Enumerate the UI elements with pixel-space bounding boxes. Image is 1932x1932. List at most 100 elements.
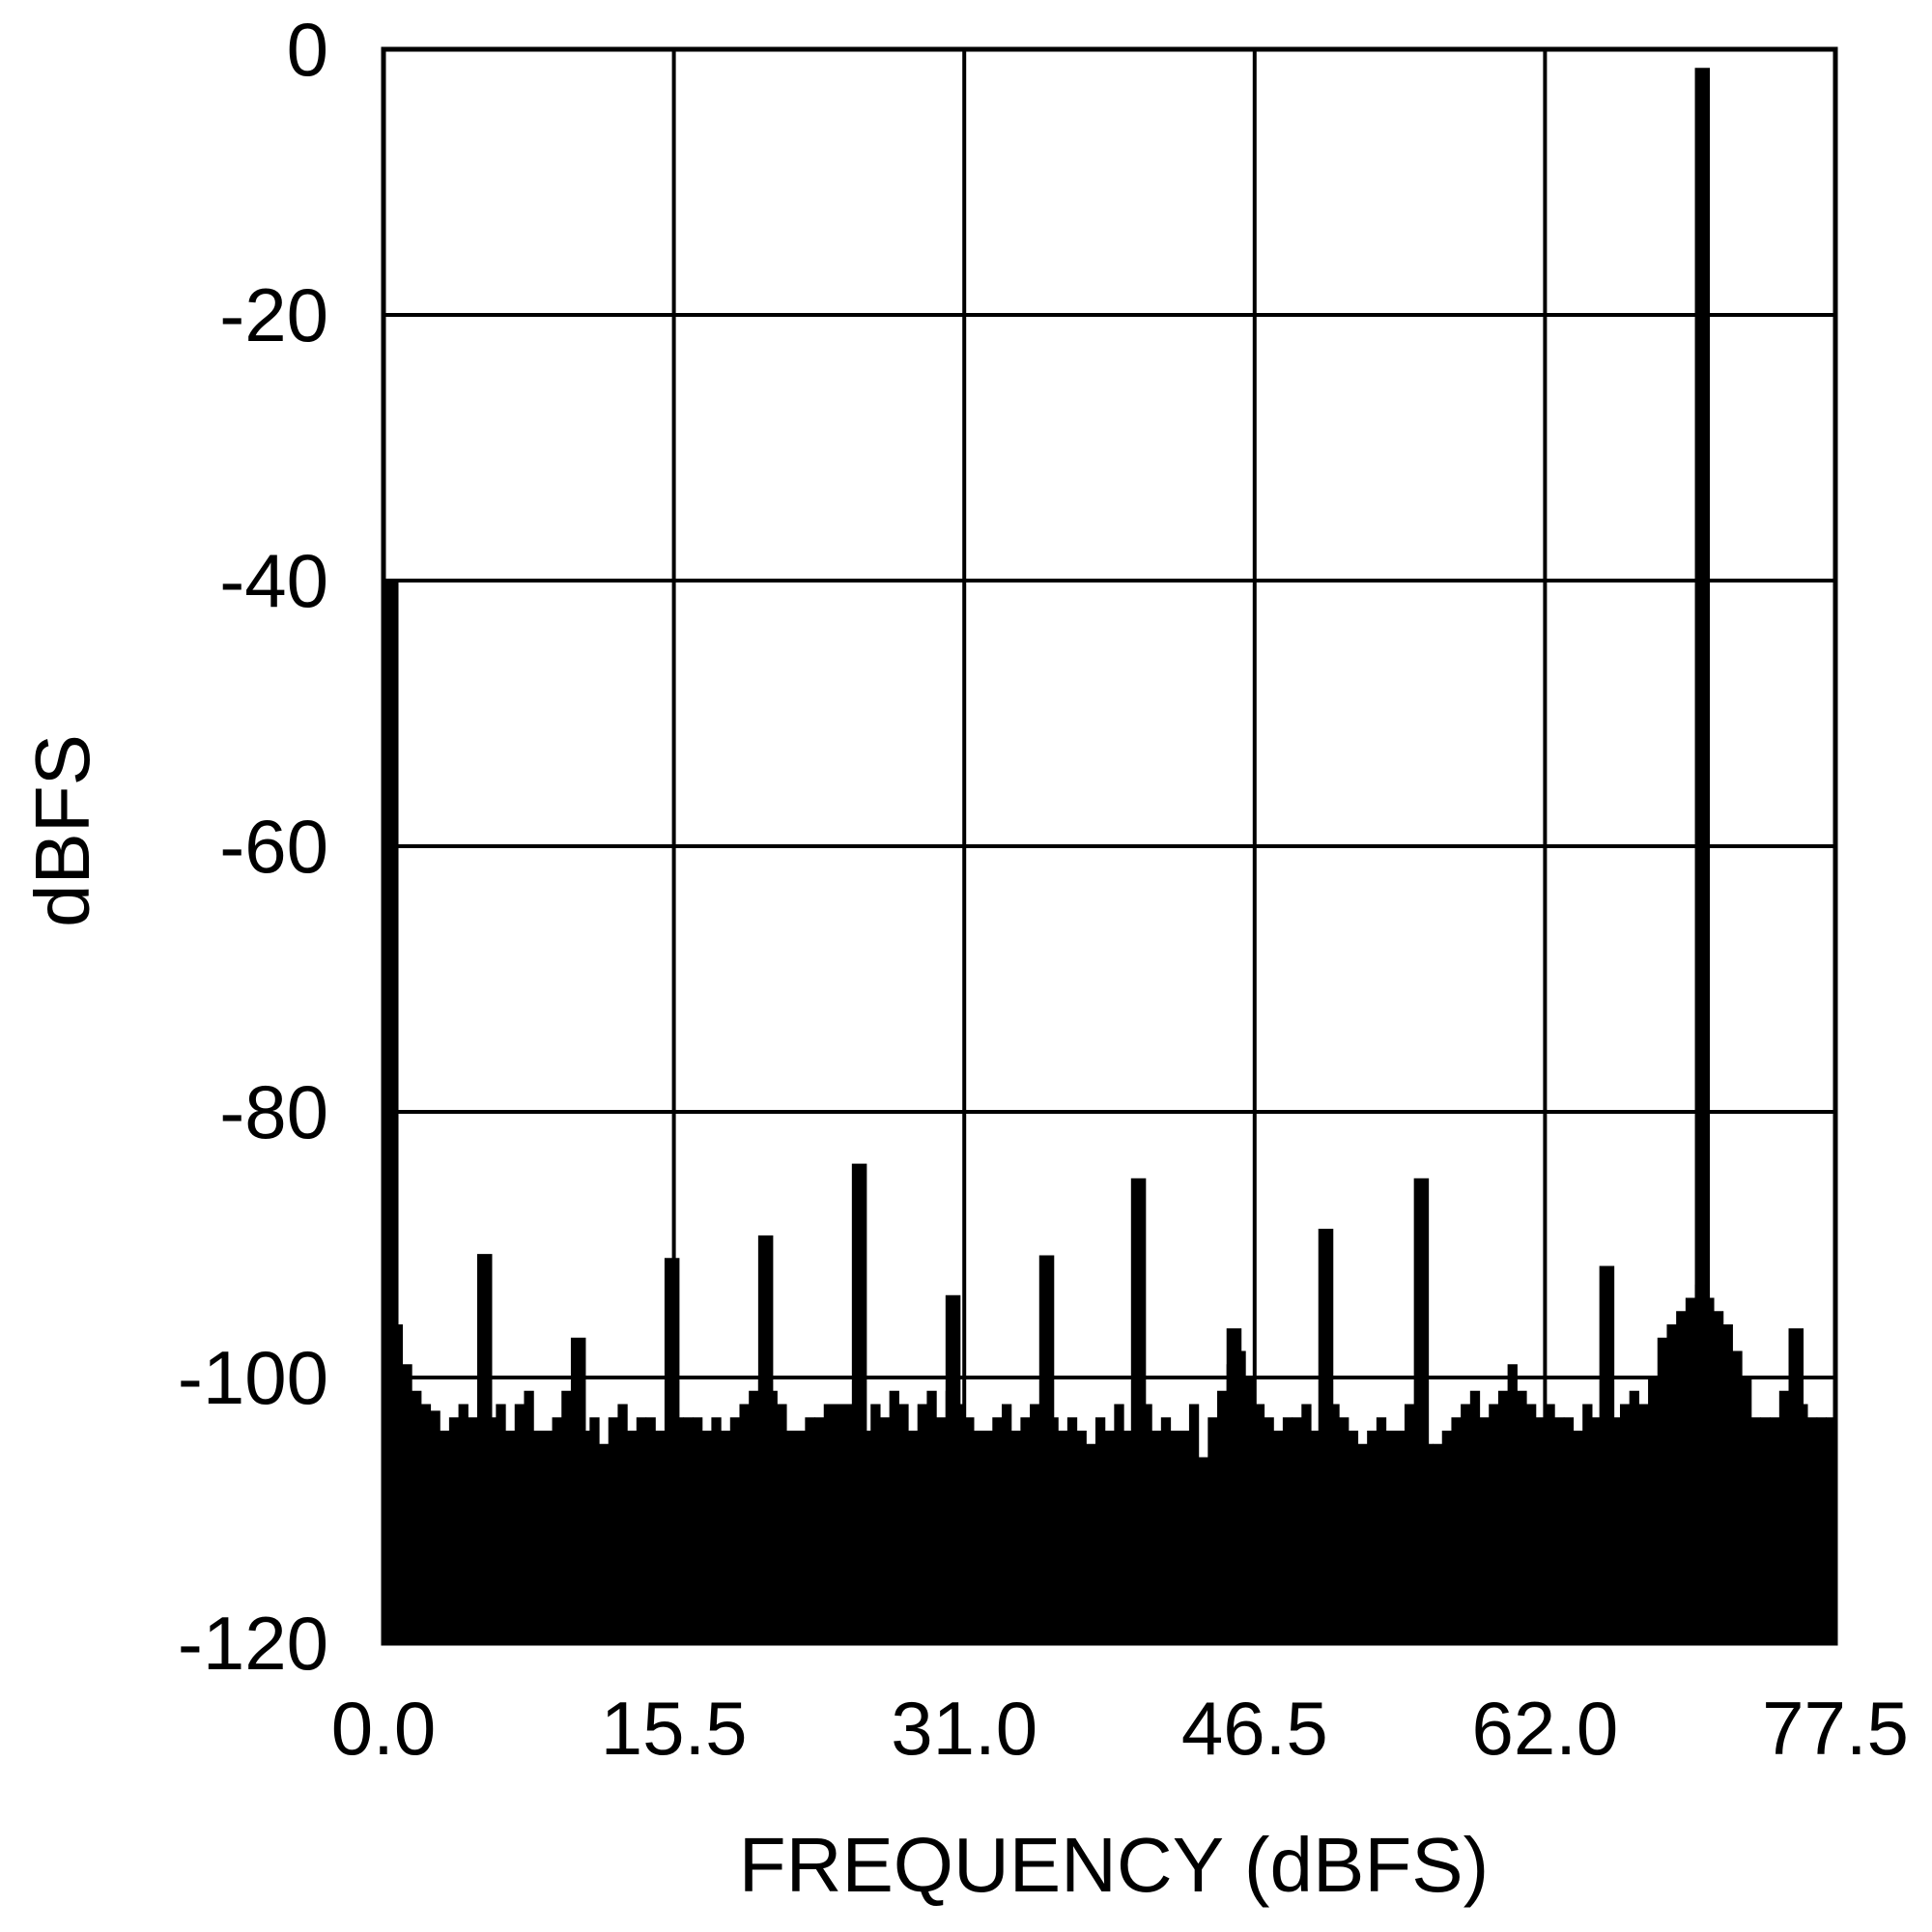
spur-bar bbox=[1413, 1178, 1430, 1643]
noise-floor-bar bbox=[889, 1390, 899, 1643]
noise-floor-bar bbox=[1282, 1417, 1293, 1643]
noise-floor-bar bbox=[552, 1417, 562, 1643]
noise-floor-bar bbox=[711, 1417, 722, 1643]
noise-floor-bar bbox=[1104, 1431, 1115, 1643]
x-axis-title: FREQUENCY (dBFS) bbox=[739, 1822, 1489, 1908]
noise-floor-bar bbox=[1610, 1417, 1621, 1643]
x-tick-label: 31.0 bbox=[891, 1686, 1037, 1771]
noise-floor-bar bbox=[440, 1431, 450, 1643]
noise-floor-bar bbox=[1301, 1404, 1312, 1643]
y-axis-title: dBFS bbox=[19, 734, 105, 927]
noise-floor-bar bbox=[1826, 1417, 1836, 1643]
x-tick-label: 62.0 bbox=[1471, 1686, 1618, 1771]
noise-floor-bar bbox=[1816, 1417, 1827, 1643]
y-tick-label: -60 bbox=[219, 804, 328, 889]
spectrum-marks bbox=[384, 68, 1836, 1643]
noise-floor-bar bbox=[1451, 1417, 1462, 1643]
noise-floor-bar bbox=[1433, 1443, 1443, 1643]
x-tick-label: 46.5 bbox=[1181, 1686, 1328, 1771]
noise-floor-bar bbox=[1329, 1404, 1340, 1643]
noise-floor-bar bbox=[1648, 1378, 1659, 1643]
spur-bar bbox=[476, 1254, 493, 1643]
noise-floor-bar bbox=[1357, 1443, 1368, 1643]
noise-floor-bar bbox=[1573, 1431, 1583, 1643]
noise-floor-bar bbox=[1160, 1417, 1172, 1643]
noise-floor-bar bbox=[1657, 1337, 1668, 1643]
noise-floor-bar bbox=[1629, 1390, 1639, 1643]
noise-floor-bar bbox=[729, 1417, 741, 1643]
noise-floor-bar bbox=[1020, 1417, 1031, 1643]
x-tick-label: 0.0 bbox=[331, 1686, 436, 1771]
noise-floor-bar bbox=[1348, 1431, 1359, 1643]
x-tick-label: 77.5 bbox=[1762, 1686, 1909, 1771]
noise-floor-bar bbox=[1076, 1431, 1087, 1643]
noise-floor-bar bbox=[898, 1404, 909, 1643]
noise-floor-bar bbox=[823, 1404, 835, 1643]
noise-floor-bar bbox=[1582, 1404, 1593, 1643]
noise-floor-bar bbox=[1179, 1431, 1190, 1643]
noise-floor-bar bbox=[1151, 1431, 1162, 1643]
plot-frame bbox=[381, 46, 1838, 1646]
noise-floor-bar bbox=[833, 1404, 843, 1643]
noise-floor-bar bbox=[1685, 1297, 1696, 1643]
noise-floor-bar bbox=[683, 1417, 694, 1643]
noise-floor-bar bbox=[805, 1417, 815, 1643]
noise-floor-bar bbox=[1273, 1431, 1284, 1643]
noise-floor-bar bbox=[1245, 1378, 1256, 1643]
noise-floor-bar bbox=[1760, 1417, 1771, 1643]
noise-floor-bar bbox=[430, 1410, 440, 1643]
noise-floor-bar bbox=[1469, 1390, 1481, 1643]
noise-floor-bar bbox=[1489, 1404, 1499, 1643]
noise-floor-bar bbox=[1094, 1417, 1106, 1643]
noise-floor-bar bbox=[777, 1404, 787, 1643]
noise-floor-bar bbox=[1395, 1431, 1406, 1643]
noise-floor-bar bbox=[458, 1404, 469, 1643]
noise-floor-bar bbox=[1591, 1417, 1603, 1643]
noise-floor-bar bbox=[1517, 1390, 1527, 1643]
grid-lines bbox=[382, 47, 1837, 1645]
noise-floor-bar bbox=[1666, 1324, 1677, 1643]
noise-floor-bar bbox=[992, 1417, 1003, 1643]
noise-floor-bar bbox=[1770, 1417, 1780, 1643]
noise-floor-bar bbox=[1030, 1404, 1040, 1643]
noise-floor-bar bbox=[599, 1443, 610, 1643]
y-tick-label: -120 bbox=[178, 1601, 328, 1686]
noise-floor-bar bbox=[1058, 1431, 1068, 1643]
noise-floor-bar bbox=[1526, 1404, 1537, 1643]
noise-floor-bar bbox=[1066, 1417, 1078, 1643]
noise-floor-bar bbox=[785, 1431, 797, 1643]
spur-bar bbox=[1599, 1265, 1615, 1643]
spur-bar bbox=[945, 1294, 961, 1643]
noise-floor-bar bbox=[1676, 1311, 1687, 1643]
noise-floor-bar bbox=[1264, 1417, 1274, 1643]
y-tick-label: -20 bbox=[219, 272, 328, 357]
noise-floor-bar bbox=[1198, 1457, 1208, 1643]
noise-floor-bar bbox=[1310, 1431, 1321, 1643]
noise-floor-bar bbox=[1441, 1431, 1453, 1643]
noise-floor-bar bbox=[973, 1431, 984, 1643]
noise-floor-bar bbox=[1376, 1417, 1387, 1643]
noise-floor-bar bbox=[412, 1390, 422, 1643]
noise-floor-bar bbox=[1170, 1431, 1180, 1643]
x-tick-label: 15.5 bbox=[601, 1686, 748, 1771]
noise-floor-bar bbox=[936, 1417, 947, 1643]
spur-bar bbox=[1226, 1328, 1242, 1643]
noise-floor-bar bbox=[1208, 1417, 1218, 1643]
noise-floor-bar bbox=[1367, 1431, 1378, 1643]
spur-bar bbox=[757, 1235, 774, 1643]
spur-bar bbox=[570, 1337, 586, 1643]
noise-floor-bar bbox=[982, 1431, 993, 1643]
noise-floor-bar bbox=[908, 1431, 919, 1643]
noise-floor-bar bbox=[514, 1404, 526, 1643]
spur-bar bbox=[1130, 1178, 1147, 1643]
noise-floor-bar bbox=[533, 1431, 544, 1643]
noise-floor-bar bbox=[505, 1431, 516, 1643]
y-tick-label: -80 bbox=[219, 1069, 328, 1154]
noise-floor-bar bbox=[692, 1417, 703, 1643]
noise-floor-bar bbox=[721, 1431, 731, 1643]
noise-floor-bar bbox=[842, 1404, 853, 1643]
noise-floor-bar bbox=[1497, 1390, 1509, 1643]
noise-floor-bar bbox=[645, 1417, 656, 1643]
noise-floor-bar bbox=[561, 1390, 572, 1643]
